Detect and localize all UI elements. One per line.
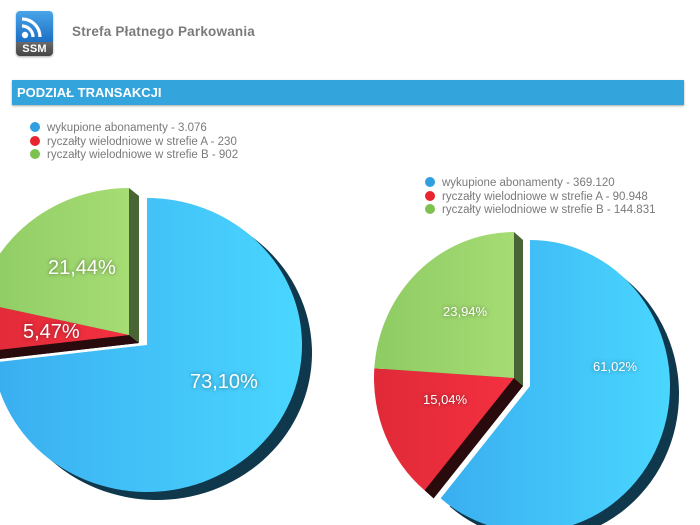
slice-zone-b-wall [514,232,523,386]
blue-dot-icon [30,122,40,132]
green-dot-icon [425,204,435,214]
slice-zone-a [0,307,129,350]
slice-zone-a-wall [0,335,139,359]
legend-chart-2: wykupione abonamenty - 369.120 ryczałty … [425,177,656,218]
slice-subscriptions [440,240,670,525]
pie1-label-zone-a: 5,47% [23,321,80,343]
slice-zone-a-wall [424,378,523,499]
pie2-label-subscriptions: 61,02% [593,359,638,374]
pie1-label-subscriptions: 73,10% [190,371,258,393]
slice-subscriptions [0,198,302,492]
ssm-logo: SSM [16,11,53,56]
legend-item-zone-a: ryczałty wielodniowe w strefie A - 90.94… [425,190,656,205]
green-dot-icon [30,149,40,159]
legend-label: ryczałty wielodniowe w strefie A - 230 [47,135,237,148]
legend-label: ryczałty wielodniowe w strefie A - 90.94… [442,190,648,203]
slice-zone-b [0,188,129,335]
red-dot-icon [30,135,40,146]
legend-label: ryczałty wielodniowe w strefie B - 144.8… [442,204,656,216]
red-dot-icon [425,190,435,201]
pie2-label-zone-b: 23,94% [443,304,488,319]
app-title: Strefa Płatnego Parkowania [72,24,256,39]
legend-label: wykupione abonamenty - 3.076 [47,122,207,134]
slice-zone-b [374,232,514,378]
blue-dot-icon [425,177,435,187]
logo-text: SSM [16,42,53,56]
pie1-label-zone-b: 21,44% [48,257,116,279]
wifi-signal-icon [21,17,42,39]
legend-item-zone-b: ryczałty wielodniowe w strefie B - 902 [30,149,238,163]
slice-zone-a [373,368,514,491]
pie2-label-zone-a: 15,04% [423,392,468,407]
section-header-bar: PODZIAŁ TRANSAKCJI [12,80,684,105]
legend-label: ryczałty wielodniowe w strefie B - 902 [47,149,239,161]
section-title: PODZIAŁ TRANSAKCJI [17,85,162,100]
legend-item-subscriptions: wykupione abonamenty - 369.120 [425,177,656,191]
legend-item-zone-a: ryczałty wielodniowe w strefie A - 230 [30,135,238,150]
slice-zone-b-wall [129,188,139,343]
legend-item-subscriptions: wykupione abonamenty - 3.076 [30,122,238,136]
legend-label: wykupione abonamenty - 369.120 [442,177,615,189]
pie-chart-1 [0,188,312,500]
legend-item-zone-b: ryczałty wielodniowe w strefie B - 144.8… [425,204,656,218]
pie-chart-2 [373,232,679,525]
legend-chart-1: wykupione abonamenty - 3.076 ryczałty wi… [30,122,238,163]
